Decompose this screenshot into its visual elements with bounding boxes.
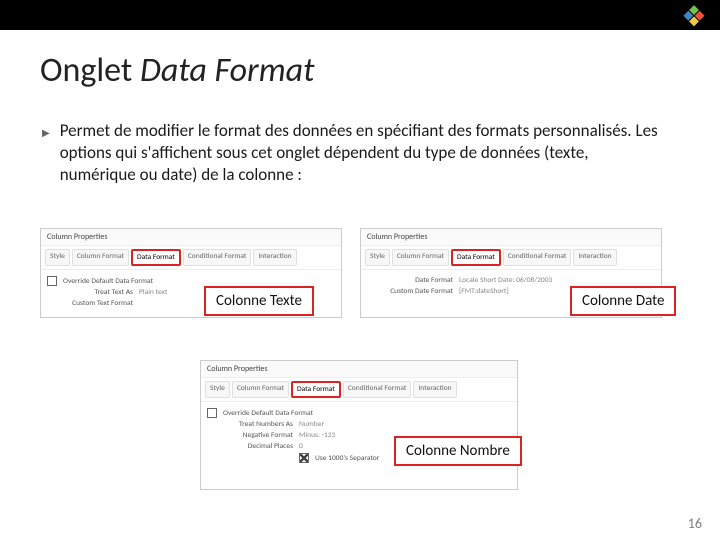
- tab-column-format[interactable]: Column Format: [232, 381, 289, 398]
- tab-column-format[interactable]: Column Format: [72, 249, 129, 266]
- label: Custom Date Format: [367, 287, 453, 296]
- tab-conditional-format[interactable]: Conditional Format: [343, 381, 412, 398]
- tab-conditional-format[interactable]: Conditional Format: [503, 249, 572, 266]
- bullet-text: Permet de modifier le format des données…: [60, 120, 664, 186]
- panel-header: Column Properties: [201, 361, 517, 378]
- value: Plain text: [139, 288, 167, 297]
- tab-interaction[interactable]: Interaction: [253, 249, 296, 266]
- value: Locale Short Date: 06/08/2003: [459, 276, 552, 285]
- override-checkbox[interactable]: [207, 408, 217, 418]
- page-number: 16: [688, 515, 702, 532]
- row-date-format: Date Format Locale Short Date: 06/08/200…: [367, 276, 655, 285]
- value: [FMT:dateShort]: [459, 287, 509, 296]
- tab-column-format[interactable]: Column Format: [392, 249, 449, 266]
- title-plain: Onglet: [40, 50, 140, 91]
- override-checkbox[interactable]: [47, 276, 57, 286]
- value: Number: [299, 420, 324, 429]
- label: Negative Format: [207, 431, 293, 440]
- page-title: Onglet Data Format: [40, 50, 314, 91]
- label: Custom Text Format: [47, 299, 133, 308]
- slide: Onglet Data Format ▶ Permet de modifier …: [0, 0, 720, 540]
- separator-checkbox[interactable]: [299, 453, 309, 463]
- tab-interaction[interactable]: Interaction: [413, 381, 456, 398]
- value: 0: [299, 442, 303, 451]
- tab-row: Style Column Format Data Format Conditio…: [361, 246, 661, 270]
- override-row: Override Default Data Format: [207, 408, 511, 418]
- bullet: ▶ Permet de modifier le format des donné…: [42, 120, 664, 186]
- tab-row: Style Column Format Data Format Conditio…: [201, 378, 517, 402]
- label: Treat Numbers As: [207, 420, 293, 429]
- tab-style[interactable]: Style: [205, 381, 230, 398]
- tab-data-format[interactable]: Data Format: [291, 381, 341, 398]
- override-row: Override Default Data Format: [47, 276, 335, 286]
- panel-header: Column Properties: [361, 229, 661, 246]
- tab-style[interactable]: Style: [45, 249, 70, 266]
- panel-header: Column Properties: [41, 229, 341, 246]
- label: Treat Text As: [47, 288, 133, 297]
- separator-label: Use 1000's Separator: [315, 454, 379, 463]
- label: Decimal Places: [207, 442, 293, 451]
- bullet-icon: ▶: [42, 120, 50, 186]
- tab-row: Style Column Format Data Format Conditio…: [41, 246, 341, 270]
- override-label: Override Default Data Format: [223, 409, 313, 418]
- callout-date: Colonne Date: [570, 286, 676, 316]
- title-italic: Data Format: [140, 50, 314, 91]
- title-bar: [0, 0, 720, 30]
- callout-number: Colonne Nombre: [394, 436, 522, 466]
- row-treat-numbers-as: Treat Numbers As Number: [207, 420, 511, 429]
- override-label: Override Default Data Format: [63, 277, 153, 286]
- logo-icon: [683, 4, 706, 27]
- tab-data-format[interactable]: Data Format: [131, 249, 181, 266]
- panel-number: Column Properties Style Column Format Da…: [200, 360, 518, 490]
- callout-text: Colonne Texte: [204, 286, 314, 316]
- tab-style[interactable]: Style: [365, 249, 390, 266]
- value: Minus: -123: [299, 431, 335, 440]
- tab-data-format[interactable]: Data Format: [451, 249, 501, 266]
- tab-conditional-format[interactable]: Conditional Format: [183, 249, 252, 266]
- tab-interaction[interactable]: Interaction: [573, 249, 616, 266]
- label: Date Format: [367, 276, 453, 285]
